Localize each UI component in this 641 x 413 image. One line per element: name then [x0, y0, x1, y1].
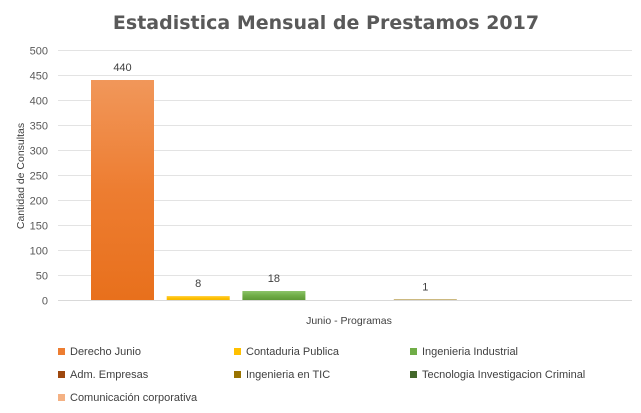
- legend-item: Comunicación corporativa: [58, 389, 234, 406]
- legend-label: Comunicación corporativa: [70, 391, 198, 404]
- y-tick-label: 200: [30, 196, 48, 208]
- bar-contaduria-publica: [166, 296, 230, 300]
- y-tick-label: 450: [30, 71, 48, 83]
- legend-label: Ingenieria en TIC: [246, 368, 331, 381]
- legend-item: Ingenieria Industrial: [410, 343, 628, 360]
- y-tick-label: 350: [30, 121, 48, 133]
- legend-swatch: [410, 348, 417, 355]
- legend-label: Ingenieria Industrial: [422, 345, 519, 358]
- bars: [91, 80, 457, 300]
- legend-label: Contaduria Publica: [246, 345, 339, 358]
- y-tick-label: 300: [30, 146, 48, 158]
- legend-item: Ingenieria en TIC: [234, 366, 410, 383]
- legend-item: Contaduria Publica: [234, 343, 410, 360]
- bar-ingenieria-en-tic: [393, 299, 457, 300]
- y-tick-label: 400: [30, 96, 48, 108]
- legend-swatch: [234, 348, 241, 355]
- legend-item: Tecnologia Investigacion Criminal: [410, 366, 628, 383]
- legend-label: Tecnologia Investigacion Criminal: [422, 368, 586, 381]
- legend-label: Adm. Empresas: [70, 368, 149, 381]
- data-labels: 440 8 18 1: [113, 62, 428, 294]
- legend-swatch: [58, 371, 65, 378]
- y-tick-label: 500: [30, 46, 48, 58]
- bar-derecho-junio: [91, 80, 154, 300]
- legend: Derecho Junio Contaduria Publica Ingenieri…: [58, 343, 628, 406]
- y-tick-label: 0: [42, 296, 48, 308]
- legend-item: Derecho Junio: [58, 343, 234, 360]
- legend-item: Adm. Empresas: [58, 366, 234, 383]
- legend-label: Derecho Junio: [70, 345, 141, 358]
- y-tick-label: 50: [36, 271, 48, 283]
- y-axis-title: Cantidad de Consultas: [15, 123, 27, 229]
- chart-title: Estadistica Mensual de Prestamos 2017: [113, 12, 539, 34]
- data-label: 1: [422, 282, 428, 294]
- x-axis-category: Junio - Programas: [306, 315, 392, 327]
- legend-swatch: [410, 371, 417, 378]
- data-label: 18: [268, 273, 280, 285]
- data-label: 8: [195, 278, 201, 290]
- y-tick-label: 100: [30, 246, 48, 258]
- legend-swatch: [234, 371, 241, 378]
- y-axis-ticks: 0 50 100 150 200 250 300 350 400 450 500: [30, 46, 48, 308]
- y-tick-label: 150: [30, 221, 48, 233]
- y-tick-label: 250: [30, 171, 48, 183]
- legend-swatch: [58, 348, 65, 355]
- legend-swatch: [58, 394, 65, 401]
- bar-ingenieria-industrial: [242, 291, 306, 300]
- data-label: 440: [113, 62, 131, 74]
